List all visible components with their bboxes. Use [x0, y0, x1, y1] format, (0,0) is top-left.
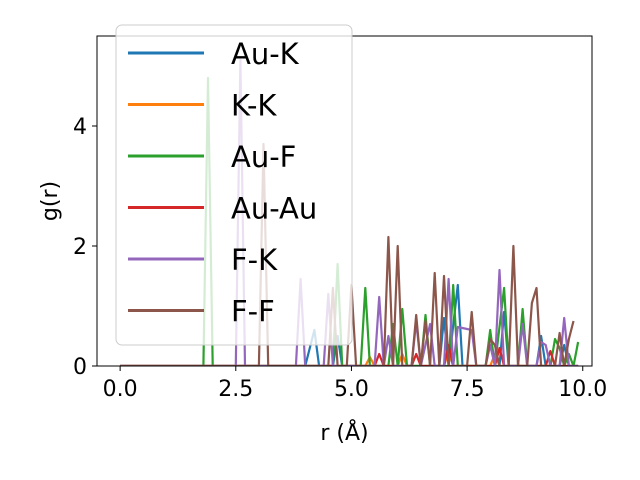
- y-ticks: 0 2 4: [73, 115, 97, 380]
- legend-label-au-f: Au-F: [231, 140, 296, 174]
- legend-label-au-au: Au-Au: [231, 192, 317, 226]
- x-ticks: 0.0 2.5 5.0 7.5 10.0: [103, 366, 607, 402]
- legend: Au-K K-K Au-F Au-Au F-K F-F: [115, 24, 353, 346]
- y-tick-label: 0: [73, 355, 87, 380]
- y-axis-label: g(r): [38, 181, 63, 221]
- legend-label-k-k: K-K: [231, 89, 277, 123]
- series-lines: [120, 58, 580, 366]
- x-tick-label: 2.5: [218, 377, 253, 402]
- x-tick-label: 5.0: [334, 377, 369, 402]
- x-axis-label: r (Å): [320, 419, 368, 446]
- x-tick-label: 7.5: [450, 377, 485, 402]
- y-tick-label: 4: [73, 115, 87, 140]
- legend-label-f-k: F-K: [231, 243, 278, 277]
- series-line-au-f: [120, 76, 580, 366]
- series-line-au-k: [120, 283, 579, 366]
- x-tick-label: 10.0: [558, 377, 607, 402]
- legend-label-au-k: Au-K: [231, 37, 300, 71]
- series-line-f-f: [120, 142, 575, 366]
- x-tick-label: 0.0: [103, 377, 138, 402]
- legend-label-f-f: F-F: [231, 295, 275, 329]
- y-tick-label: 2: [73, 235, 87, 260]
